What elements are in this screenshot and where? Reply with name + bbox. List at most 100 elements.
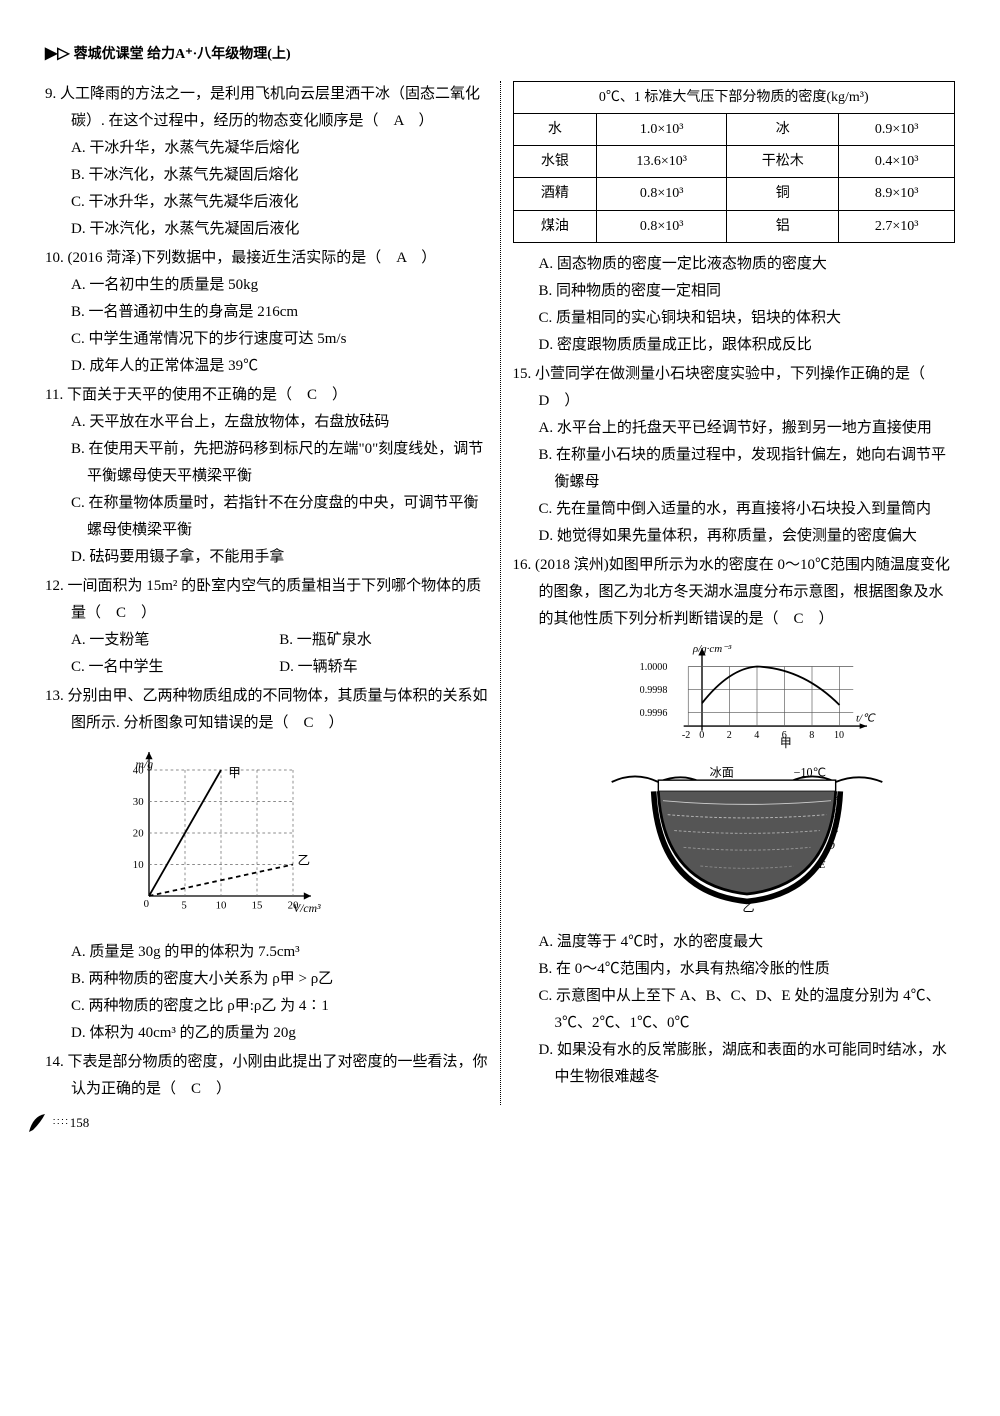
- question-14-opts: A. 固态物质的密度一定比液态物质的密度大 B. 同种物质的密度一定相同 C. …: [513, 251, 956, 359]
- q13-opt-a: A. 质量是 30g 的甲的体积为 7.5cm³: [71, 939, 488, 966]
- q11-stem: 11. 下面关于天平的使用不正确的是（ C ）: [71, 382, 488, 409]
- q11-opt-d: D. 砝码要用镊子拿，不能用手拿: [71, 544, 488, 571]
- q13-opt-d: D. 体积为 40cm³ 的乙的质量为 20g: [71, 1020, 488, 1047]
- svg-text:B: B: [834, 808, 841, 819]
- q16-opt-c: C. 示意图中从上至下 A、B、C、D、E 处的温度分别为 4℃、3℃、2℃、1…: [539, 983, 956, 1037]
- svg-text:15: 15: [252, 899, 263, 911]
- q12-opt-c: C. 一名中学生: [71, 654, 279, 681]
- svg-text:C: C: [831, 824, 838, 835]
- q12-stem: 12. 一间面积为 15m² 的卧室内空气的质量相当于下列哪个物体的质量（ C …: [71, 573, 488, 627]
- svg-text:10: 10: [133, 859, 144, 871]
- q13-chart: 甲 乙 m/g V/cm³ 0 5 10 15 20 10 20 30 40: [121, 743, 321, 923]
- table-row: 水 1.0×10³ 冰 0.9×10³: [513, 113, 955, 145]
- density-table: 0℃、1 标准大气压下部分物质的密度(kg/m³) 水 1.0×10³ 冰 0.…: [513, 81, 956, 243]
- svg-text:A: A: [833, 794, 841, 805]
- right-column: 0℃、1 标准大气压下部分物质的密度(kg/m³) 水 1.0×10³ 冰 0.…: [513, 81, 956, 1105]
- question-16: 16. (2018 滨州)如图甲所示为水的密度在 0～10℃范围内随温度变化的图…: [513, 552, 956, 1091]
- svg-text:0: 0: [144, 898, 149, 910]
- q14-opt-d: D. 密度跟物质质量成正比，跟体积成反比: [539, 332, 956, 359]
- chart-label-jia: 甲: [780, 736, 792, 749]
- svg-text:5: 5: [181, 899, 186, 911]
- q10-opt-c: C. 中学生通常情况下的步行速度可达 5m/s: [71, 326, 488, 353]
- question-10: 10. (2016 菏泽)下列数据中，最接近生活实际的是（ A ） A. 一名初…: [45, 245, 488, 380]
- q12-opt-b: B. 一瓶矿泉水: [279, 627, 487, 654]
- series-yi-label: 乙: [298, 853, 311, 867]
- svg-text:E: E: [818, 860, 826, 871]
- q16-opt-d: D. 如果没有水的反常膨胀，湖底和表面的水可能同时结冰，水中生物很难越冬: [539, 1037, 956, 1091]
- q16-figure: 1.0000 0.9998 0.9996 -2 0 2 4 6 8 10 ρ/g…: [607, 639, 887, 923]
- svg-text:1.0000: 1.0000: [639, 662, 667, 673]
- question-13: 13. 分别由甲、乙两种物质组成的不同物体，其质量与体积的关系如图所示. 分析图…: [45, 683, 488, 1047]
- page-dots: ∷∷: [53, 1114, 70, 1132]
- table-title: 0℃、1 标准大气压下部分物质的密度(kg/m³): [513, 81, 955, 113]
- q10-opt-a: A. 一名初中生的质量是 50kg: [71, 272, 488, 299]
- q9-opt-a: A. 干冰升华，水蒸气先凝华后熔化: [71, 135, 488, 162]
- q13-stem: 13. 分别由甲、乙两种物质组成的不同物体，其质量与体积的关系如图所示. 分析图…: [71, 683, 488, 737]
- table-row: 酒精 0.8×10³ 铜 8.9×10³: [513, 178, 955, 210]
- svg-text:-2: -2: [682, 730, 690, 741]
- q14-opt-b: B. 同种物质的密度一定相同: [539, 278, 956, 305]
- q11-opt-b: B. 在使用天平前，先把游码移到标尺的左端"0"刻度线处，调节平衡螺母使天平横梁…: [71, 436, 488, 490]
- svg-text:20: 20: [288, 899, 299, 911]
- q14-stem: 14. 下表是部分物质的密度，小刚由此提出了对密度的一些看法，你认为正确的是（ …: [71, 1049, 488, 1103]
- left-column: 9. 人工降雨的方法之一，是利用飞机向云层里洒干冰（固态二氧化碳）. 在这个过程…: [45, 81, 488, 1105]
- page-header: ▶▷ 蓉城优课堂 给力A⁺·八年级物理(上): [45, 40, 955, 69]
- q11-opt-c: C. 在称量物体质量时，若指针不在分度盘的中央，可调节平衡螺母使横梁平衡: [71, 490, 488, 544]
- q10-opt-d: D. 成年人的正常体温是 39℃: [71, 353, 488, 380]
- q14-opt-c: C. 质量相同的实心铜块和铝块，铝块的体积大: [539, 305, 956, 332]
- series-jia-label: 甲: [228, 766, 241, 780]
- q10-opt-b: B. 一名普通初中生的身高是 216cm: [71, 299, 488, 326]
- q15-opt-c: C. 先在量筒中倒入适量的水，再直接将小石块投入到量筒内: [539, 496, 956, 523]
- svg-text:10: 10: [834, 730, 844, 741]
- q15-opt-b: B. 在称量小石块的质量过程中，发现指针偏左，她向右调节平衡螺母: [539, 442, 956, 496]
- svg-text:0: 0: [699, 730, 704, 741]
- page-num-text: 158: [70, 1111, 90, 1134]
- ice-label: 冰面: [709, 765, 733, 779]
- q14-opt-a: A. 固态物质的密度一定比液态物质的密度大: [539, 251, 956, 278]
- temp-label: −10℃: [793, 765, 826, 779]
- lake-label-yi: 乙: [742, 900, 754, 913]
- page-number: ∷∷ 158: [27, 1111, 89, 1134]
- svg-text:ρ/g·cm⁻³: ρ/g·cm⁻³: [692, 643, 732, 655]
- svg-text:20: 20: [133, 827, 144, 839]
- q16-density-chart: 1.0000 0.9998 0.9996 -2 0 2 4 6 8 10 ρ/g…: [637, 639, 877, 749]
- question-9: 9. 人工降雨的方法之一，是利用飞机向云层里洒干冰（固态二氧化碳）. 在这个过程…: [45, 81, 488, 243]
- q9-opt-d: D. 干冰汽化，水蒸气先凝固后液化: [71, 216, 488, 243]
- header-arrow-icon: ▶▷: [45, 40, 70, 69]
- svg-text:4: 4: [754, 730, 759, 741]
- q9-opt-c: C. 干冰升华，水蒸气先凝华后液化: [71, 189, 488, 216]
- q12-opt-d: D. 一辆轿车: [279, 654, 487, 681]
- q16-opt-a: A. 温度等于 4℃时，水的密度最大: [539, 929, 956, 956]
- q16-lake-diagram: 冰面 −10℃ A B C: [607, 763, 887, 913]
- q16-stem: 16. (2018 滨州)如图甲所示为水的密度在 0～10℃范围内随温度变化的图…: [539, 552, 956, 633]
- q12-opt-a: A. 一支粉笔: [71, 627, 279, 654]
- question-11: 11. 下面关于天平的使用不正确的是（ C ） A. 天平放在水平台上，左盘放物…: [45, 382, 488, 571]
- header-title: 蓉城优课堂 给力A⁺·八年级物理(上): [74, 42, 291, 67]
- table-row: 水银 13.6×10³ 干松木 0.4×10³: [513, 146, 955, 178]
- q15-opt-a: A. 水平台上的托盘天平已经调节好，搬到另一地方直接使用: [539, 415, 956, 442]
- column-divider: [500, 81, 501, 1105]
- svg-text:30: 30: [133, 796, 144, 808]
- q13-opt-c: C. 两种物质的密度之比 ρ甲:ρ乙 为 4∶1: [71, 993, 488, 1020]
- svg-text:2: 2: [727, 730, 732, 741]
- table-row: 煤油 0.8×10³ 铝 2.7×10³: [513, 210, 955, 242]
- q15-stem: 15. 小萱同学在做测量小石块密度实验中，下列操作正确的是（ D ）: [539, 361, 956, 415]
- question-14: 14. 下表是部分物质的密度，小刚由此提出了对密度的一些看法，你认为正确的是（ …: [45, 1049, 488, 1103]
- q15-opt-d: D. 她觉得如果先量体积，再称质量，会使测量的密度偏大: [539, 523, 956, 550]
- svg-text:10: 10: [216, 899, 227, 911]
- question-12: 12. 一间面积为 15m² 的卧室内空气的质量相当于下列哪个物体的质量（ C …: [45, 573, 488, 681]
- svg-text:0.9998: 0.9998: [639, 685, 667, 696]
- svg-text:D: D: [826, 841, 835, 852]
- svg-text:8: 8: [809, 730, 814, 741]
- q9-stem: 9. 人工降雨的方法之一，是利用飞机向云层里洒干冰（固态二氧化碳）. 在这个过程…: [71, 81, 488, 135]
- feather-icon: [27, 1112, 49, 1134]
- q13-opt-b: B. 两种物质的密度大小关系为 ρ甲 > ρ乙: [71, 966, 488, 993]
- q11-opt-a: A. 天平放在水平台上，左盘放物体，右盘放砝码: [71, 409, 488, 436]
- svg-text:40: 40: [133, 764, 144, 776]
- svg-text:t/℃: t/℃: [856, 712, 876, 724]
- q10-stem: 10. (2016 菏泽)下列数据中，最接近生活实际的是（ A ）: [71, 245, 488, 272]
- svg-text:0.9996: 0.9996: [639, 708, 667, 719]
- question-15: 15. 小萱同学在做测量小石块密度实验中，下列操作正确的是（ D ） A. 水平…: [513, 361, 956, 550]
- q9-opt-b: B. 干冰汽化，水蒸气先凝固后熔化: [71, 162, 488, 189]
- q16-opt-b: B. 在 0～4℃范围内，水具有热缩冷胀的性质: [539, 956, 956, 983]
